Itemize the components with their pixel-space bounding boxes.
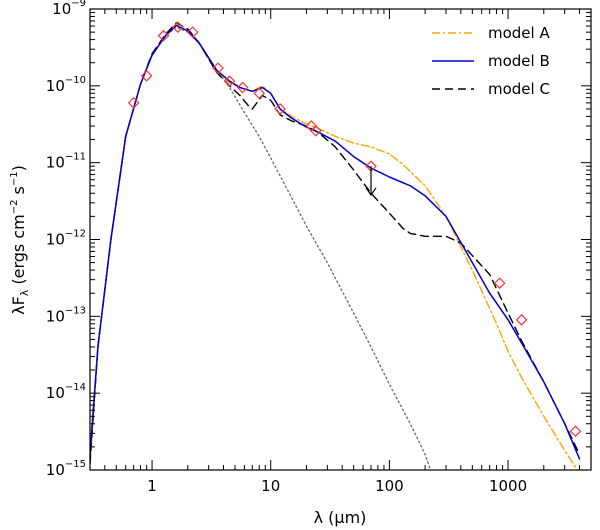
x-tick-labels: 1 10 100 1000 <box>147 477 527 495</box>
data-point <box>127 97 140 109</box>
data-point <box>223 75 236 88</box>
x-tick-label: 1 <box>147 477 157 495</box>
data-point <box>515 314 528 326</box>
data-point <box>493 277 506 290</box>
series-stellar-photosphere <box>90 26 431 470</box>
x-tick-label: 10 <box>261 477 280 495</box>
y-tick-label: 10−11 <box>46 152 86 172</box>
upper-limit-arrowhead <box>365 187 377 196</box>
series-model-c <box>90 22 581 465</box>
data-point <box>274 103 286 115</box>
y-tick-label: 10−10 <box>46 75 86 95</box>
legend-label-model-c: model C <box>488 80 550 98</box>
x-tick-label: 100 <box>375 477 404 495</box>
data-point <box>212 62 224 74</box>
series-model-b <box>90 24 581 460</box>
data-point <box>172 21 184 34</box>
y-tick-label: 10−13 <box>46 305 86 325</box>
data-point <box>186 26 199 38</box>
observations-layer <box>127 21 582 438</box>
y-tick-label: 10−15 <box>46 459 86 479</box>
data-point <box>140 69 153 82</box>
y-tick-label: 10−9 <box>52 0 86 18</box>
plot-frame <box>89 8 592 471</box>
series-layer <box>90 22 581 470</box>
data-point <box>157 29 170 42</box>
y-axis-title: λFλ (ergs cm−2 s−1) <box>9 165 31 315</box>
legend-label-model-a: model A <box>488 24 550 42</box>
legend-label-model-b: model B <box>488 52 550 70</box>
ticks-layer <box>89 8 592 471</box>
data-point <box>309 124 322 137</box>
data-point <box>253 87 266 100</box>
x-axis-title: λ (μm) <box>314 508 367 527</box>
data-point <box>569 425 582 438</box>
y-tick-labels: 10−15 10−14 10−13 10−12 10−11 10−10 10−9 <box>46 0 86 479</box>
y-tick-label: 10−12 <box>46 229 86 249</box>
legend: model A model B model C <box>432 24 550 98</box>
x-tick-label: 1000 <box>489 477 527 495</box>
y-tick-label: 10−14 <box>46 382 86 402</box>
data-point <box>236 81 249 94</box>
